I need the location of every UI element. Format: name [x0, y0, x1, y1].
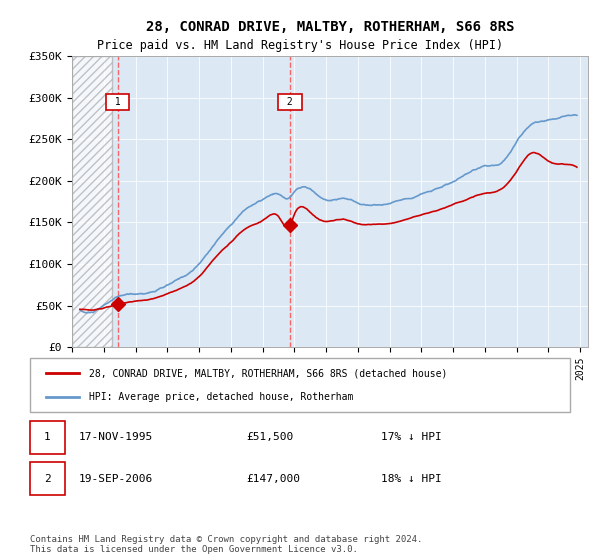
Text: HPI: Average price, detached house, Rotherham: HPI: Average price, detached house, Roth…: [89, 391, 354, 402]
Text: 1: 1: [44, 432, 50, 442]
Text: 17-NOV-1995: 17-NOV-1995: [79, 432, 153, 442]
Text: 2: 2: [281, 97, 299, 107]
Title: 28, CONRAD DRIVE, MALTBY, ROTHERHAM, S66 8RS: 28, CONRAD DRIVE, MALTBY, ROTHERHAM, S66…: [146, 20, 514, 34]
Text: £51,500: £51,500: [246, 432, 293, 442]
Text: 28, CONRAD DRIVE, MALTBY, ROTHERHAM, S66 8RS (detached house): 28, CONRAD DRIVE, MALTBY, ROTHERHAM, S66…: [89, 368, 448, 379]
Text: 19-SEP-2006: 19-SEP-2006: [79, 474, 153, 484]
Text: 17% ↓ HPI: 17% ↓ HPI: [381, 432, 442, 442]
Bar: [30, 463, 65, 495]
Bar: [72, 56, 112, 347]
Text: 2: 2: [44, 474, 50, 484]
Text: Contains HM Land Registry data © Crown copyright and database right 2024.
This d: Contains HM Land Registry data © Crown c…: [30, 535, 422, 554]
Text: 1: 1: [109, 97, 127, 107]
Bar: [30, 421, 65, 454]
Text: 18% ↓ HPI: 18% ↓ HPI: [381, 474, 442, 484]
Text: £147,000: £147,000: [246, 474, 300, 484]
Text: Price paid vs. HM Land Registry's House Price Index (HPI): Price paid vs. HM Land Registry's House …: [97, 39, 503, 53]
